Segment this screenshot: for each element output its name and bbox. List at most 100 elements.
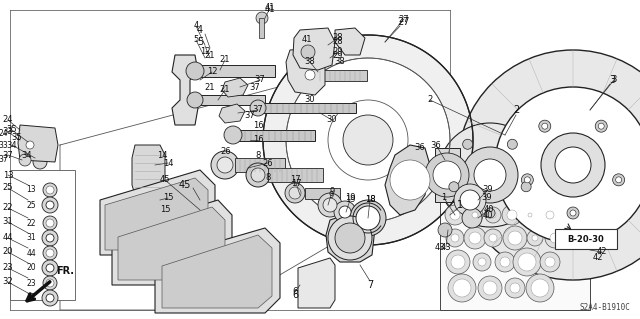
Circle shape [555,147,591,183]
Circle shape [154,196,162,204]
Circle shape [250,100,266,116]
Bar [195,95,265,105]
Text: B-20-30: B-20-30 [568,234,604,243]
Circle shape [467,207,483,223]
Circle shape [616,177,621,183]
Text: 37: 37 [0,155,8,165]
Text: S2A4-B1910C: S2A4-B1910C [579,303,630,312]
Circle shape [484,229,502,247]
Circle shape [323,198,337,212]
Circle shape [328,100,408,180]
Circle shape [451,234,459,242]
Bar [305,188,340,199]
Text: 1: 1 [442,194,447,203]
Circle shape [42,230,58,246]
Polygon shape [286,48,325,95]
Circle shape [454,184,486,216]
Circle shape [335,223,365,253]
Text: 3: 3 [611,76,617,85]
Circle shape [211,151,239,179]
Text: 40: 40 [483,211,493,219]
Text: 7: 7 [367,280,373,290]
Text: 28: 28 [333,33,343,42]
Polygon shape [298,258,335,308]
Text: 39: 39 [483,186,493,195]
Text: 17: 17 [291,179,301,188]
Circle shape [217,157,233,173]
Text: 21: 21 [205,50,215,60]
Circle shape [495,252,515,272]
Circle shape [524,177,531,183]
Circle shape [453,279,471,297]
Bar [195,65,275,77]
Polygon shape [385,145,430,215]
Text: 43: 43 [435,243,445,253]
Circle shape [483,281,497,295]
Text: 37: 37 [244,110,255,120]
Circle shape [448,274,476,302]
Text: 29: 29 [333,48,343,56]
Text: 6: 6 [292,290,298,300]
Circle shape [508,139,517,149]
Circle shape [46,201,54,209]
Text: 29: 29 [333,50,343,60]
Text: 9: 9 [328,190,333,199]
Circle shape [186,62,204,80]
FancyBboxPatch shape [555,229,617,249]
Circle shape [246,163,270,187]
Polygon shape [162,235,272,308]
Circle shape [46,294,54,302]
Circle shape [289,187,301,199]
Circle shape [478,276,502,300]
Circle shape [503,226,527,250]
Circle shape [356,206,380,230]
Circle shape [450,210,460,220]
Circle shape [595,120,607,132]
Circle shape [532,235,538,241]
Circle shape [334,201,356,223]
Bar [230,130,315,141]
Text: 30: 30 [326,115,337,124]
Circle shape [251,168,265,182]
Text: 45: 45 [160,175,170,184]
Text: 27: 27 [397,17,410,27]
Circle shape [473,253,491,271]
Circle shape [539,120,551,132]
Text: 32: 32 [26,293,36,302]
Circle shape [187,92,203,108]
Polygon shape [219,104,245,123]
Text: 21: 21 [205,84,215,93]
Circle shape [495,87,640,243]
Circle shape [42,197,58,213]
Circle shape [485,207,501,223]
Text: 37: 37 [3,151,13,160]
Circle shape [46,219,54,227]
Text: 32: 32 [3,278,13,286]
Circle shape [540,252,560,272]
Text: 39: 39 [482,194,492,203]
Circle shape [490,212,496,218]
Text: 43: 43 [441,242,451,251]
Bar [268,168,323,182]
Circle shape [343,115,393,165]
Text: 16: 16 [253,136,263,145]
Circle shape [463,139,473,149]
Text: 23: 23 [3,263,13,272]
Text: 17: 17 [290,175,300,184]
Circle shape [46,234,54,242]
Circle shape [46,279,54,287]
Text: 22: 22 [26,219,36,227]
Circle shape [390,160,430,200]
Circle shape [42,260,58,276]
Circle shape [462,147,518,203]
Polygon shape [112,200,232,285]
Circle shape [469,232,481,244]
Text: 18: 18 [365,196,375,204]
Circle shape [598,123,604,129]
Text: 36: 36 [431,140,442,150]
Bar [435,148,460,202]
Text: 42: 42 [593,254,604,263]
Text: 12: 12 [207,68,217,77]
Text: 12: 12 [200,48,211,56]
Circle shape [33,155,47,169]
